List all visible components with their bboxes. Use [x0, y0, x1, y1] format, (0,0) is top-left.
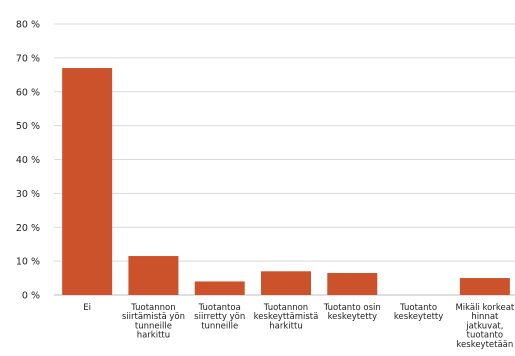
- bar: [327, 272, 378, 295]
- bar: [194, 281, 245, 295]
- y-tick-label: 40 %: [16, 155, 40, 166]
- x-category-label: Tuotannon siirtämistä yön tunneille harkitt…: [122, 303, 185, 341]
- y-tick-label: 50 %: [16, 121, 40, 132]
- x-category-label: Tuotantoa siirretty yön tunneille: [194, 303, 245, 331]
- y-tick-label: 60 %: [16, 87, 40, 98]
- x-category-label: Mikäli korkeat hinnat jatkuvat, tuotanto kes…: [455, 303, 514, 350]
- bar: [261, 271, 311, 295]
- bar: [459, 278, 510, 295]
- x-category-label: Tuotannon keskeyttämistä harkittu: [254, 303, 319, 331]
- y-tick-label: 70 %: [16, 53, 40, 64]
- bar: [62, 68, 113, 295]
- x-category-label: Tuotanto osin keskeytetty: [323, 303, 381, 322]
- y-tick-label: 80 %: [16, 20, 40, 31]
- y-tick-label: 10 %: [16, 257, 40, 268]
- x-category-label: Tuotanto keskeytetty: [394, 303, 443, 322]
- y-tick-label: 20 %: [16, 223, 40, 234]
- bar: [128, 256, 179, 295]
- x-category-label: Ei: [83, 303, 91, 313]
- y-tick-label: 0 %: [22, 291, 40, 302]
- y-tick-label: 30 %: [16, 189, 40, 200]
